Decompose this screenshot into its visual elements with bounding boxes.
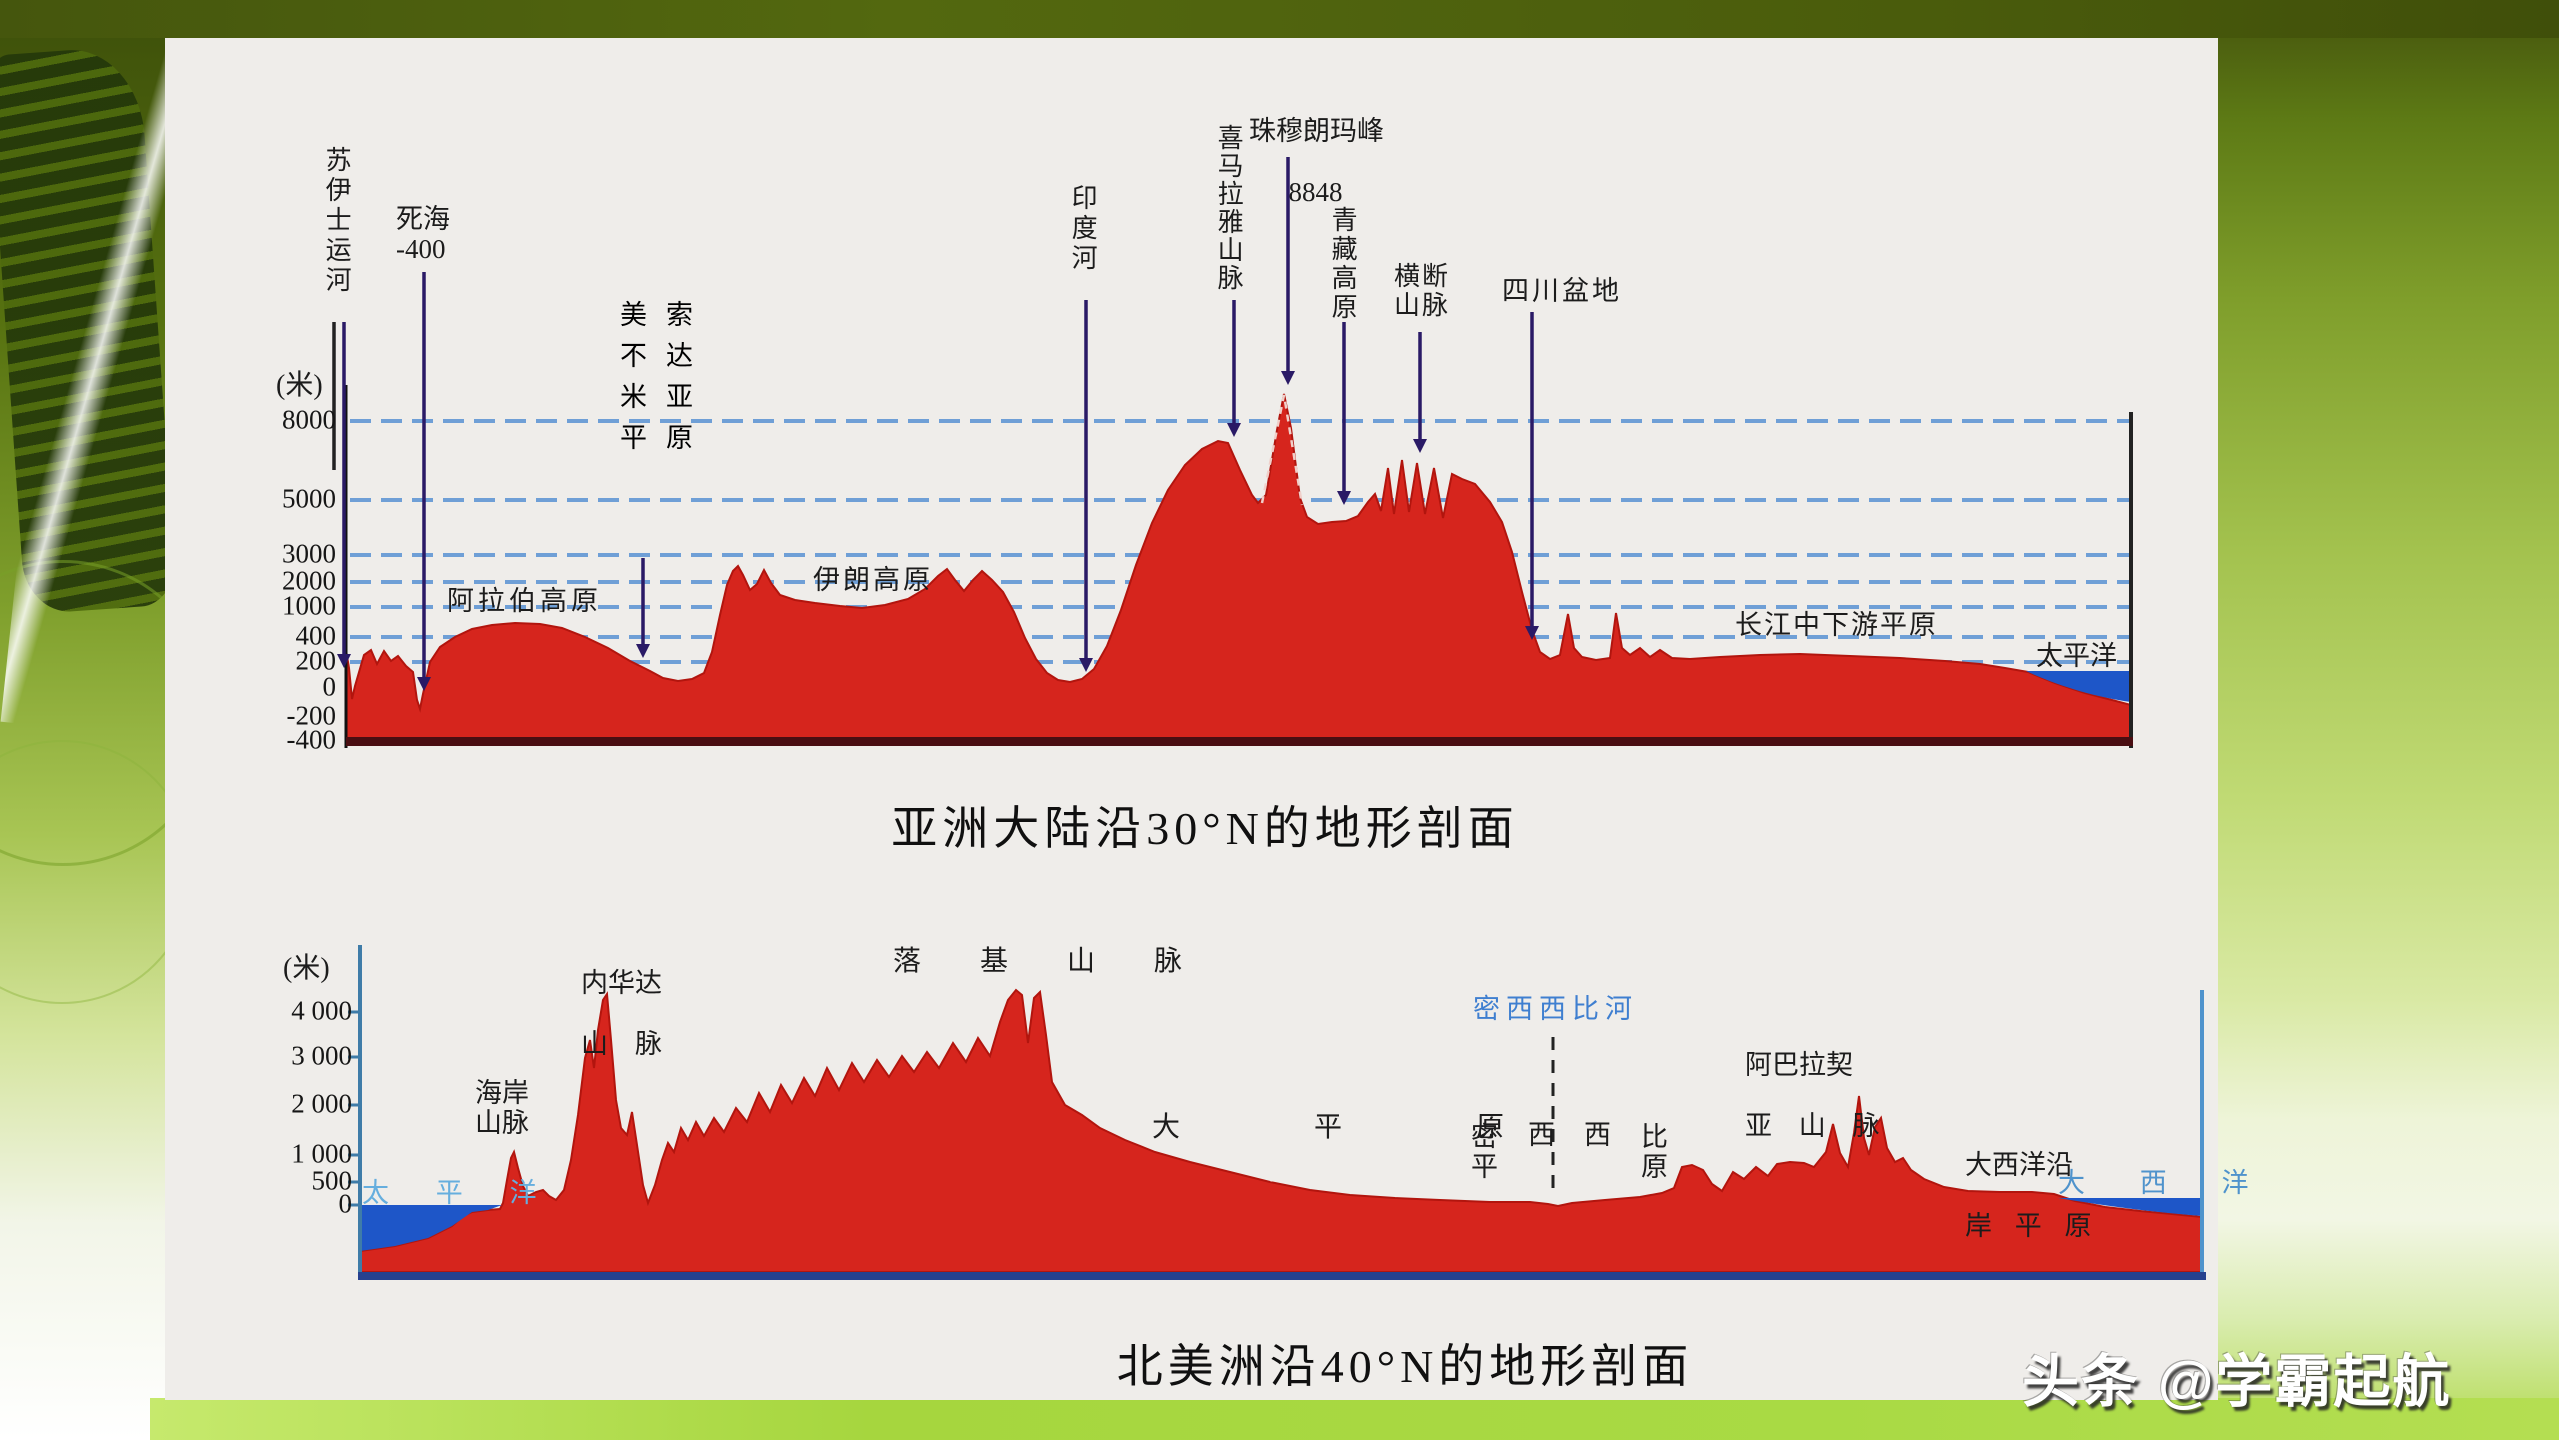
label-arabian-plateau: 阿拉伯高原: [447, 586, 602, 616]
label-everest-name: 珠穆朗玛峰: [1249, 116, 1384, 147]
label-everest-elevation: 8848: [1288, 176, 1343, 207]
label-indus-river: 印度河: [1068, 184, 1098, 274]
label-everest: 珠穆朗玛峰 8848: [1222, 86, 1384, 237]
na-unit-label: (米): [283, 953, 330, 984]
label-appalachians-line2: 亚 山 脉: [1745, 1110, 1890, 1141]
label-himalaya: 喜马拉雅山脉: [1214, 124, 1244, 292]
label-iran-plateau: 伊朗高原: [813, 565, 933, 595]
label-na-pacific: 太 平 洋: [362, 1178, 557, 1208]
label-sierra-nevada-line2: 山 脉: [581, 1028, 662, 1059]
label-yangtze-plain: 长江中下游平原: [1735, 610, 1938, 640]
label-mississippi-plain-piece4: 比 原: [1641, 1122, 1668, 1183]
label-mesopotamia-plain: 美不米平 索达亚原: [612, 300, 697, 464]
asia-tick-1000: 1000: [282, 590, 336, 621]
label-mississippi-river: 密西西比河: [1473, 994, 1638, 1024]
label-mississippi-plain-piece1: 密 平: [1471, 1122, 1498, 1183]
label-appalachians-line1: 阿巴拉契: [1745, 1050, 1853, 1081]
label-sichuan-basin: 四川盆地: [1502, 276, 1622, 306]
label-appalachians: 阿巴拉契 亚 山 脉: [1718, 1020, 1890, 1171]
label-sierra-nevada-line1: 内华达: [581, 968, 662, 999]
asia-tick-2000: 2000: [282, 565, 336, 596]
label-hengduan-mountains: 横断 山脉: [1394, 262, 1451, 321]
label-mississippi-plain-piece3: 西: [1584, 1120, 1611, 1150]
asia-tick-5000: 5000: [282, 483, 336, 514]
label-qingzang-plateau: 青藏高原: [1328, 206, 1358, 322]
label-suez-canal: 苏伊士运河: [322, 146, 352, 296]
top-green-bar: [0, 0, 2559, 38]
na-chart-title: 北美洲沿40°N的地形剖面: [1116, 1341, 1694, 1392]
label-asia-pacific: 太平洋: [2036, 641, 2117, 671]
na-tick-3000: 3 000: [291, 1040, 352, 1071]
label-mesopotamia-col-left: 美不米平: [616, 300, 646, 464]
na-tick-2000: 2 000: [291, 1088, 352, 1119]
asia-tick-400: 400: [295, 620, 337, 651]
label-mississippi-plain-piece2: 西: [1528, 1120, 1555, 1150]
asia-chart-title: 亚洲大陆沿30°N的地形剖面: [891, 803, 1519, 854]
label-atlantic-coastal-plain-line2: 岸 平 原: [1965, 1210, 2100, 1241]
label-mesopotamia-col-right: 索达亚原: [662, 300, 692, 464]
na-tick-0: 0: [338, 1188, 353, 1219]
label-sierra-nevada: 内华达 山 脉: [554, 938, 662, 1089]
na-tick-4000: 4 000: [291, 995, 352, 1026]
watermark-toutiao: 头条 @学霸起航: [2022, 1350, 2452, 1414]
bottom-green-strip: [150, 1398, 2559, 1440]
label-atlantic-ocean: 大 西 洋: [2058, 1168, 2273, 1198]
asia-tick--200: -200: [286, 700, 337, 731]
asia-tick--400: -400: [286, 724, 337, 755]
label-atlantic-coastal-plain-line1: 大西洋沿: [1965, 1150, 2073, 1181]
label-rockies: 落 基 山 脉: [893, 946, 1209, 977]
asia-tick-0: 0: [322, 671, 337, 702]
na-tick-500: 500: [311, 1165, 353, 1196]
asia-tick-200: 200: [295, 645, 337, 676]
label-dead-sea: 死海 -400: [396, 204, 450, 265]
left-decoration: [0, 0, 166, 1440]
asia-tick-3000: 3000: [282, 538, 336, 569]
asia-unit-label: (米): [276, 370, 323, 401]
decorative-arc: [0, 740, 166, 1004]
asia-tick-8000: 8000: [282, 404, 336, 435]
na-tick-1000: 1 000: [291, 1138, 352, 1169]
label-coast-range: 海岸 山脉: [475, 1078, 529, 1139]
